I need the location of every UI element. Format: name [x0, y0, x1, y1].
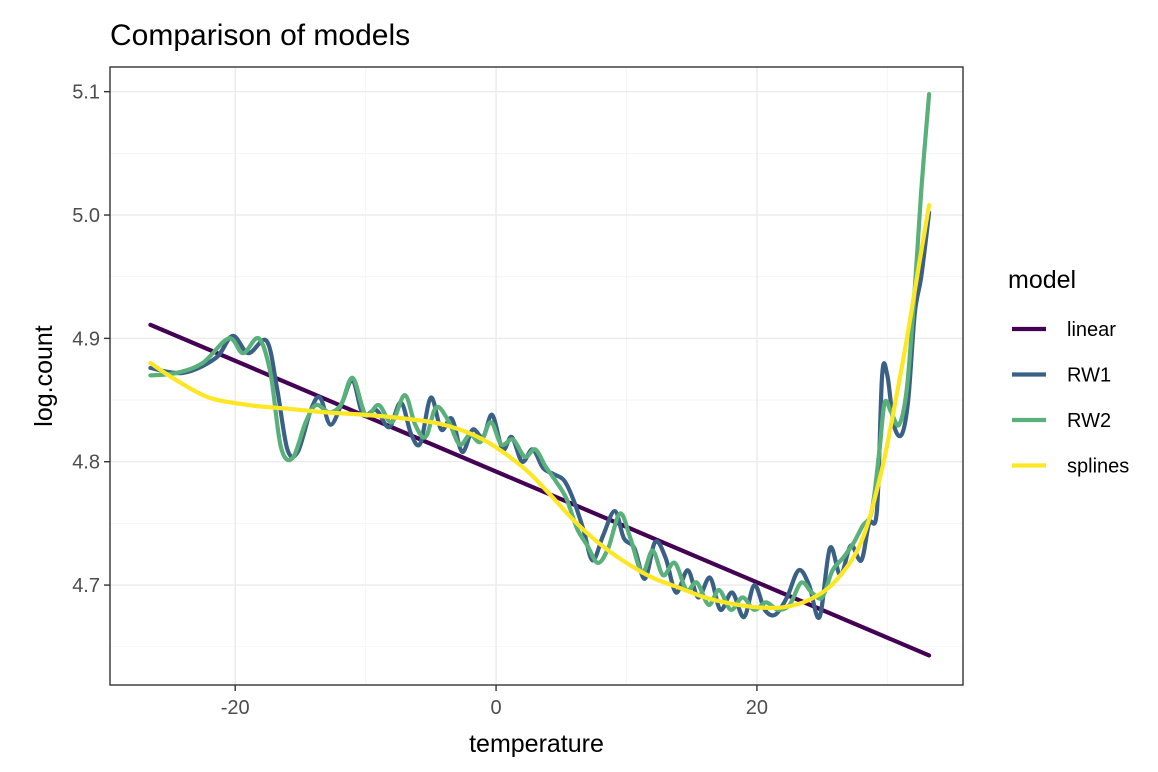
y-tick-label: 5.1 [72, 82, 100, 104]
grid [110, 67, 963, 685]
legend-label-rw1: RW1 [1067, 365, 1111, 387]
y-tick-label: 4.7 [72, 575, 100, 597]
legend: model linear RW1 RW2 splines [1008, 266, 1129, 478]
y-tick-label: 4.9 [72, 328, 100, 350]
legend-title: model [1008, 266, 1076, 294]
legend-label-rw2: RW2 [1067, 410, 1111, 432]
y-tick-label: 4.8 [72, 452, 100, 474]
legend-label-splines: splines [1067, 456, 1129, 478]
chart-title: Comparison of models [110, 19, 410, 52]
panel-border [109, 66, 964, 686]
axes: -20 0 20 4.7 4.8 4.9 5.0 5.1 [72, 82, 768, 719]
x-tick-label: 0 [491, 697, 502, 719]
series-lines [148, 92, 932, 658]
series-line-splines [148, 203, 932, 611]
legend-label-linear: linear [1067, 319, 1116, 341]
y-axis-title: log.count [30, 325, 58, 427]
x-tick-label: -20 [221, 697, 250, 719]
x-axis-title: temperature [469, 730, 604, 758]
x-tick-label: 20 [746, 697, 768, 719]
y-tick-label: 5.0 [72, 205, 100, 227]
series-line-linear [148, 322, 932, 658]
